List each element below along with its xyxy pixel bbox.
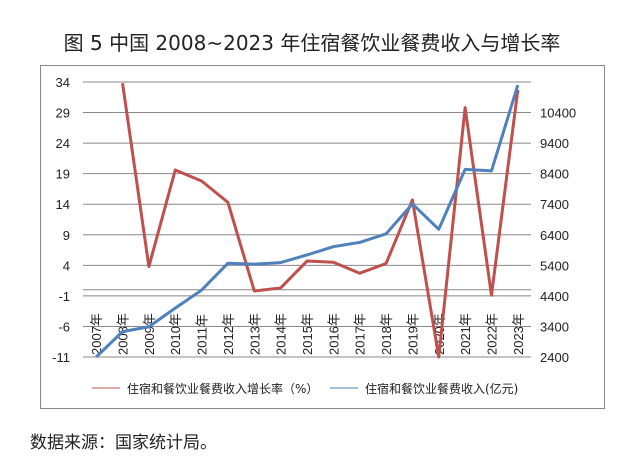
right-tick-label: 9400	[540, 136, 569, 151]
category-label: 2018年	[379, 313, 394, 355]
left-tick-label: 34	[56, 75, 70, 90]
left-tick-label: 14	[56, 197, 70, 212]
data-source: 数据来源：国家统计局。	[30, 433, 217, 453]
legend-label: 住宿和餐饮业餐费收入(亿元)	[365, 381, 518, 396]
category-label: 2021年	[458, 313, 473, 355]
category-label: 2014年	[274, 313, 289, 355]
left-tick-label: 4	[63, 258, 70, 273]
left-tick-label: 29	[56, 106, 70, 121]
category-label: 2013年	[247, 313, 262, 355]
legend-label: 住宿和餐饮业餐费收入增长率（%）	[127, 381, 318, 396]
category-label: 2010年	[168, 313, 183, 355]
right-tick-label: 5400	[540, 258, 569, 273]
category-label: 2007年	[89, 313, 104, 355]
category-label: 2022年	[484, 313, 499, 355]
left-tick-label: -1	[58, 289, 70, 304]
category-label: 2023年	[511, 313, 526, 355]
category-label: 2015年	[300, 313, 315, 355]
category-label: 2012年	[221, 313, 236, 355]
right-tick-label: 6400	[540, 228, 569, 243]
left-tick-label: -6	[58, 319, 70, 334]
category-label: 2017年	[353, 313, 368, 355]
left-tick-label: 19	[56, 167, 70, 182]
chart-frame	[40, 65, 605, 409]
category-label: 2019年	[405, 313, 420, 355]
right-tick-label: 3400	[540, 319, 569, 334]
category-label: 2011年	[195, 314, 210, 355]
right-tick-label: 7400	[540, 197, 569, 212]
right-tick-label: 2400	[540, 350, 569, 365]
left-tick-label: 9	[63, 228, 70, 243]
right-tick-label: 10400	[540, 106, 576, 121]
chart-title: 图 5 中国 2008~2023 年住宿餐饮业餐费收入与增长率	[63, 31, 561, 55]
left-tick-label: 24	[56, 136, 70, 151]
right-tick-label: 4400	[540, 289, 569, 304]
left-tick-label: -11	[52, 350, 70, 365]
right-tick-label: 8400	[540, 167, 569, 182]
category-label: 2008年	[116, 313, 131, 355]
category-label: 2016年	[326, 313, 341, 355]
category-label: 2009年	[142, 313, 157, 355]
series-line-revenue	[95, 84, 520, 359]
series-line-growth-rate	[121, 83, 520, 359]
